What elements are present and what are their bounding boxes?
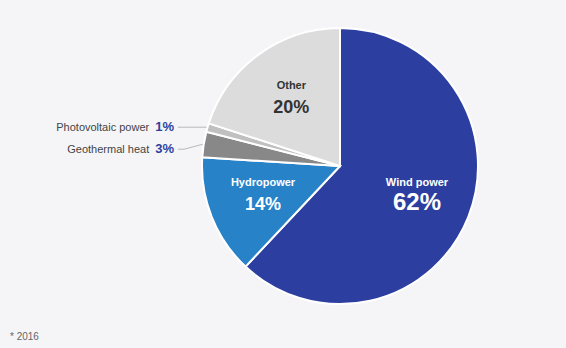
chart: Wind power62% Hydropower 14% Other 20% 1% Phot… xyxy=(0,0,566,348)
slice-label: Wind power xyxy=(386,176,449,188)
pie-slice xyxy=(202,157,340,266)
slice-value-label: 1% xyxy=(155,119,174,134)
slice-value-label: 14% xyxy=(245,194,281,214)
pie-slice xyxy=(209,28,340,166)
leader-line xyxy=(178,144,203,149)
leader-line xyxy=(178,127,207,128)
slice-label: Photovoltaic power xyxy=(56,121,149,133)
background xyxy=(0,0,566,348)
slice-value-label: 3% xyxy=(155,141,174,156)
slice-label: Other xyxy=(277,79,307,91)
pie xyxy=(202,28,478,304)
slice-label: Geothermal heat xyxy=(67,143,149,155)
slice-label: Hydropower xyxy=(231,176,296,188)
slice-value-label: 20% xyxy=(273,97,309,117)
footnote: * 2016 xyxy=(10,331,39,342)
slice-value-label: 62% xyxy=(393,188,441,215)
labels: Wind power62% Hydropower 14% Other 20% 1% Phot… xyxy=(56,79,449,215)
